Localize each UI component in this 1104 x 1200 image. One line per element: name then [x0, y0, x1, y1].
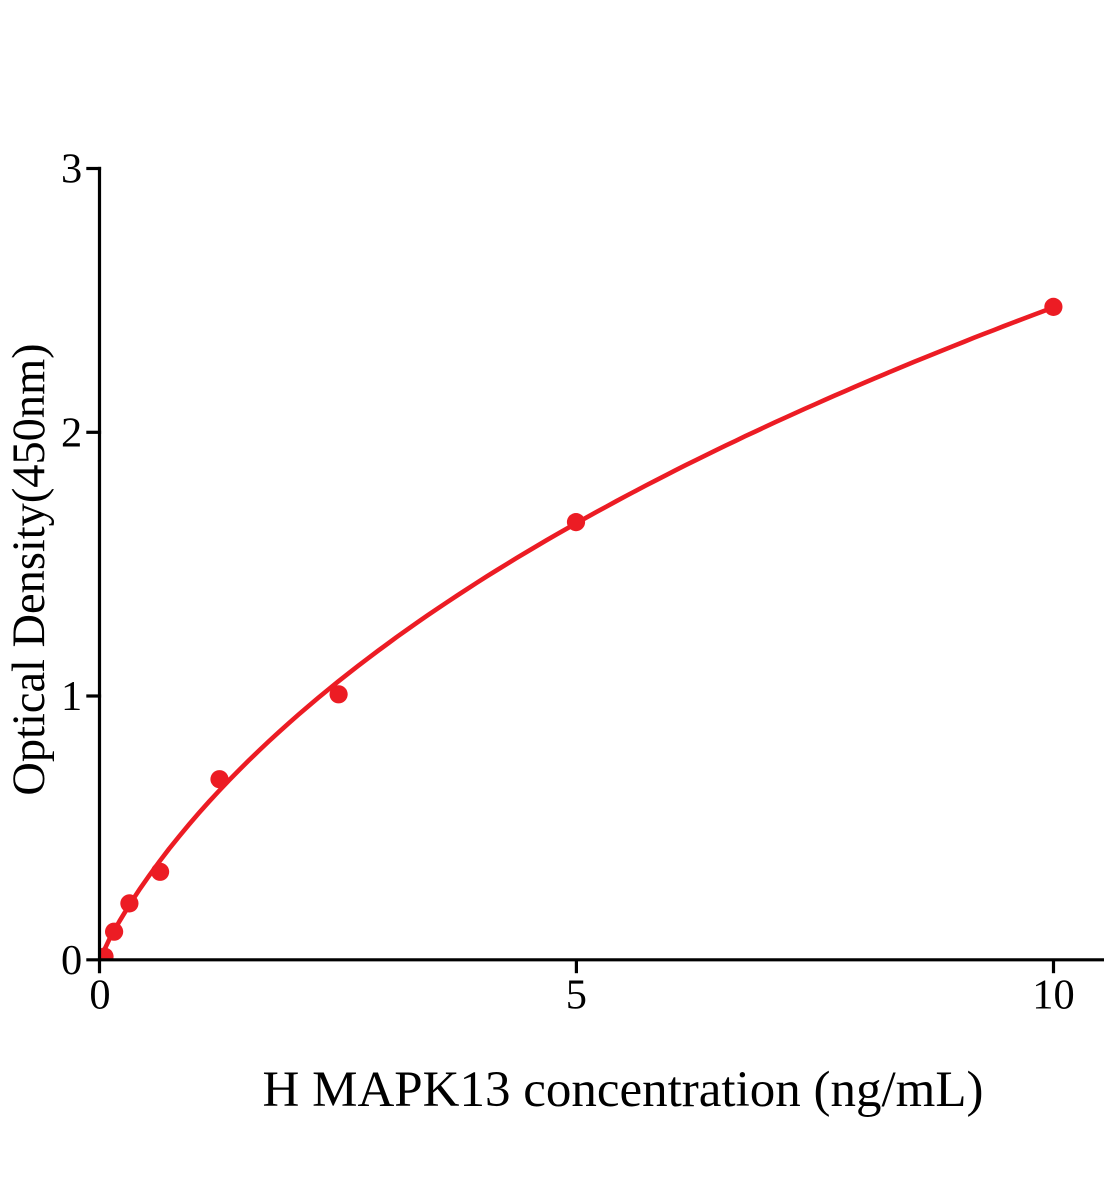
- svg-text:H MAPK13 concentration (ng/mL): H MAPK13 concentration (ng/mL): [263, 1062, 984, 1118]
- svg-text:5: 5: [566, 972, 587, 1019]
- svg-text:3: 3: [61, 146, 82, 193]
- svg-text:0: 0: [89, 972, 110, 1019]
- svg-text:0: 0: [61, 937, 82, 984]
- svg-text:1: 1: [61, 673, 82, 720]
- svg-text:10: 10: [1032, 972, 1074, 1019]
- svg-text:2: 2: [61, 409, 82, 456]
- svg-text:Optical Density(450nm): Optical Density(450nm): [4, 343, 55, 795]
